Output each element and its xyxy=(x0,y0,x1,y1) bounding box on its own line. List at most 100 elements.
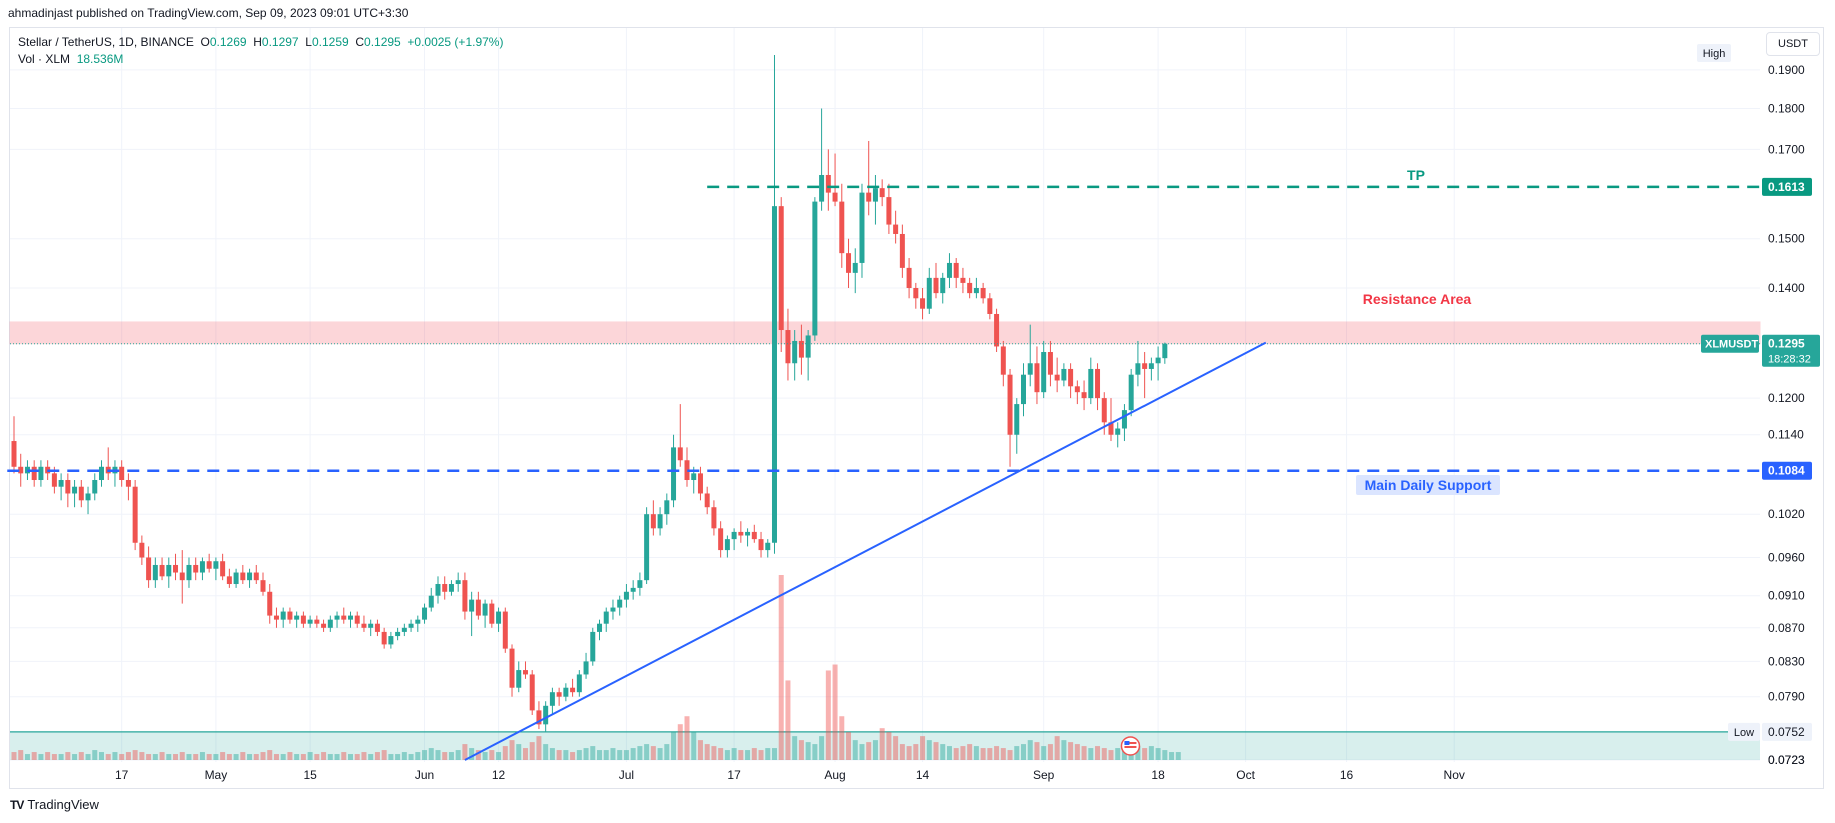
volume-bar xyxy=(563,750,569,760)
volume-bar xyxy=(522,748,528,760)
candle-body xyxy=(617,599,623,608)
volume-bar xyxy=(623,750,629,760)
candle-body xyxy=(536,710,542,725)
volume-bar xyxy=(1007,750,1013,760)
support-price-tag: 0.1084 xyxy=(1768,464,1805,478)
legend-symbol[interactable]: Stellar / TetherUS, 1D, BINANCE xyxy=(18,35,194,49)
tradingview-branding[interactable]: TV TradingView xyxy=(10,797,99,812)
candle-body xyxy=(199,561,205,573)
candle-body xyxy=(825,174,831,193)
y-tick-label: 0.0960 xyxy=(1768,550,1805,564)
volume-bar xyxy=(226,754,232,760)
volume-bar xyxy=(1054,736,1060,760)
volume-bar xyxy=(1027,740,1033,760)
volume-bar xyxy=(125,752,131,760)
candle-body xyxy=(671,447,677,501)
candle-body xyxy=(1162,343,1168,359)
candle-body xyxy=(132,486,138,543)
candle-body xyxy=(765,542,771,551)
volume-bar xyxy=(469,748,475,760)
candle-body xyxy=(1121,410,1127,429)
volume-bar xyxy=(1115,748,1121,760)
volume-bar xyxy=(872,740,878,760)
tp-price-tag-bg xyxy=(1762,177,1812,196)
support-annotation-bg xyxy=(1356,475,1500,495)
legend-close: 0.1295 xyxy=(364,35,401,49)
candle-body xyxy=(1088,368,1094,399)
volume-bar xyxy=(745,750,751,760)
candle-body xyxy=(152,564,158,581)
candle-body xyxy=(980,288,986,299)
volume-bar xyxy=(852,740,858,760)
volume-bar xyxy=(711,746,717,760)
candle-body xyxy=(920,298,926,309)
volume-bar xyxy=(247,754,253,760)
volume-bar xyxy=(677,724,683,760)
legend-volume-label[interactable]: Vol · XLM xyxy=(18,52,71,66)
high-label-bg xyxy=(1697,44,1731,62)
volume-bar xyxy=(435,750,441,760)
candle-body xyxy=(428,595,434,608)
candle-body xyxy=(893,224,899,234)
volume-bar xyxy=(119,754,125,760)
volume-bar xyxy=(657,748,663,760)
volume-bar xyxy=(778,575,784,760)
volume-bar xyxy=(348,754,353,760)
volume-bar xyxy=(455,750,461,760)
candle-body xyxy=(502,611,508,649)
candle-body xyxy=(994,313,1000,347)
volume-bar xyxy=(388,754,394,760)
candle-body xyxy=(1108,422,1114,435)
candle-body xyxy=(509,648,515,688)
us-flag-stripe xyxy=(1124,746,1137,748)
volume-bar xyxy=(341,752,347,760)
candle-body xyxy=(139,542,145,558)
high-label: High xyxy=(1703,48,1726,60)
volume-bar xyxy=(960,746,966,760)
y-tick-label-bottom: 0.0723 xyxy=(1768,753,1805,767)
candle-body xyxy=(314,619,320,624)
volume-bar xyxy=(630,748,636,760)
candle-body xyxy=(1148,363,1154,369)
trendline xyxy=(464,341,1267,761)
candle-body xyxy=(610,607,616,612)
currency-button[interactable]: USDT xyxy=(1766,32,1820,56)
tradingview-logo-icon: TV xyxy=(10,797,24,812)
volume-area-band xyxy=(10,731,1760,760)
volume-bar xyxy=(926,740,932,760)
us-flag-stripe xyxy=(1124,742,1137,744)
candle-body xyxy=(65,480,71,494)
volume-bar xyxy=(765,748,771,760)
candle-body xyxy=(220,561,226,577)
candle-body xyxy=(226,576,232,585)
support-price-tag-bg xyxy=(1762,461,1812,480)
candle-body xyxy=(778,206,784,331)
candle-body xyxy=(1041,352,1047,393)
support-annotation: Main Daily Support xyxy=(1365,477,1492,493)
candle-body xyxy=(435,584,441,596)
volume-bar xyxy=(819,736,825,760)
candle-body xyxy=(422,607,428,620)
last-price-tag-bg xyxy=(1762,334,1820,367)
volume-bar xyxy=(1175,752,1181,760)
volume-bar xyxy=(267,750,273,760)
candle-body xyxy=(832,192,838,202)
legend-low: 0.1259 xyxy=(311,35,349,49)
candle-body xyxy=(341,615,347,620)
candle-body xyxy=(1135,363,1141,375)
x-tick-label: Jun xyxy=(415,768,434,782)
y-tick-label: 0.1200 xyxy=(1768,391,1805,405)
candle-body xyxy=(711,507,717,529)
candle-body xyxy=(125,480,131,487)
volume-bar xyxy=(590,746,596,760)
candle-body xyxy=(233,572,239,585)
candle-body xyxy=(368,623,374,628)
candle-body xyxy=(327,619,333,628)
candle-body xyxy=(886,197,892,225)
volume-bar xyxy=(368,754,374,760)
x-tick-label: May xyxy=(205,768,228,782)
candle-body xyxy=(334,615,340,620)
candle-body xyxy=(462,580,468,612)
candle-body xyxy=(146,557,152,581)
